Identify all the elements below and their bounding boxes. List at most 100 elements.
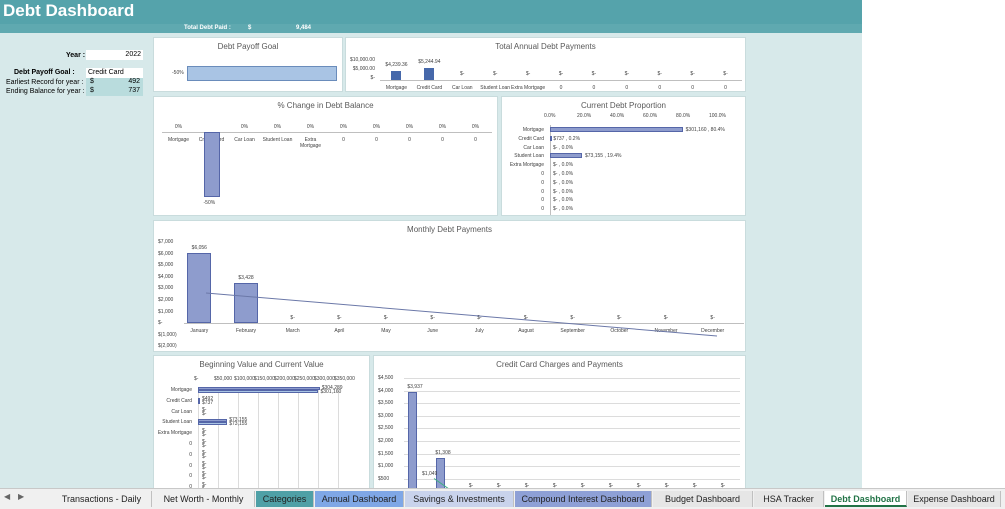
bc-grid: [298, 387, 299, 488]
prop-value-label: $- , 0.0%: [553, 171, 574, 177]
bc-begin-label: $304,289: [321, 385, 343, 391]
bc-begin-bar: [198, 419, 228, 423]
bc-begin-label: $-: [202, 439, 207, 445]
tab-savings-investments[interactable]: Savings & Investments: [405, 491, 514, 507]
pct-top-label: 0%: [240, 124, 249, 130]
prop-x-tick: 0.0%: [544, 113, 556, 119]
monthly-y-tick: $7,000: [158, 239, 174, 245]
pct-top-label: 0%: [438, 124, 447, 130]
payoff-goal-chart[interactable]: Debt Payoff Goal -50%: [153, 37, 343, 92]
begin-current-chart[interactable]: Beginning Value and Current Value $- $50,…: [153, 355, 370, 488]
annual-bar-label: $-: [492, 71, 498, 77]
monthly-y-tick: $3,000: [158, 285, 174, 292]
monthly-month: May: [381, 328, 391, 335]
bc-x-tick: $200,000: [274, 376, 295, 382]
pct-category: Extra Mortgage: [299, 137, 322, 149]
monthly-payments-chart[interactable]: Monthly Debt Payments $7,000 $6,000 $5,000…: [153, 220, 746, 352]
monthly-bar-label: $-: [477, 315, 482, 322]
tab-net-worth-monthly[interactable]: Net Worth - Monthly: [153, 491, 255, 507]
pct-top-label: 0%: [372, 124, 381, 130]
bc-category: Student Loan: [162, 419, 192, 426]
annual-bar-label: $-: [460, 71, 465, 77]
bc-category: 0: [189, 451, 192, 458]
annual-category: 0: [559, 85, 563, 91]
ending-value: 737: [128, 87, 140, 94]
pct-change-title: % Change in Debt Balance: [277, 101, 374, 110]
proportion-chart[interactable]: Current Debt Proportion 0.0% 20.0% 40.0% 60…: [501, 96, 746, 216]
bc-grid: [278, 387, 279, 488]
bc-current-label: $-: [202, 432, 207, 439]
prev-sheet-icon[interactable]: ◀: [4, 492, 11, 501]
bc-current-label: $-: [202, 475, 207, 482]
tab-compound-interest-dashboard[interactable]: Compound Interest Dashboard: [515, 491, 652, 507]
annual-axis: [380, 80, 742, 81]
tab-annual-dashboard[interactable]: Annual Dashboard: [315, 491, 404, 507]
prop-bar: [550, 127, 683, 132]
prop-value-label: $- , 0.0%: [553, 162, 574, 169]
tab-transactions-daily[interactable]: Transactions - Daily: [52, 491, 152, 507]
annual-bar: [424, 68, 435, 80]
cc-grid: [404, 453, 740, 455]
tab-budget-dashboard[interactable]: Budget Dashboard: [653, 491, 753, 507]
pct-category: Mortgage: [167, 137, 190, 143]
monthly-y-tick: $6,000: [158, 250, 174, 257]
annual-category: Student Loan: [480, 85, 511, 91]
bc-current-label: $-: [202, 464, 207, 471]
annual-category: Credit Card: [416, 85, 443, 91]
monthly-month: March: [285, 328, 300, 335]
annual-bar-label: $-: [558, 71, 564, 77]
bc-current-label: $301,160: [320, 389, 342, 395]
tab-expense-dashboard[interactable]: Expense Dashboard: [908, 491, 1001, 507]
goal-select[interactable]: Credit Card: [86, 68, 143, 78]
dashboard-sheet: Debt Dashboard Total Debt Paid : $ 9,484…: [0, 0, 862, 488]
annual-y-tick: $5,000.00: [352, 66, 375, 72]
annual-payments-chart[interactable]: Total Annual Debt Payments $10,000.00 $5,…: [345, 37, 746, 92]
prop-category: Car Loan: [523, 144, 544, 151]
annual-category: Mortgage: [385, 85, 408, 91]
next-sheet-icon[interactable]: ▶: [18, 492, 25, 501]
cc-bar-label: $1,308: [435, 450, 451, 457]
cc-bar-label: $-: [552, 483, 558, 488]
bc-category: 0: [189, 462, 192, 469]
prop-value-label: $- , 0.0%: [553, 179, 574, 186]
cc-y-tick: $1,500: [378, 450, 394, 457]
bc-category: Extra Mortgage: [157, 430, 192, 437]
bc-x-tick: $300,000: [314, 376, 335, 382]
cc-y-tick: $2,500: [378, 425, 394, 432]
pct-top-label: 0%: [339, 124, 348, 130]
tab-debt-dashboard[interactable]: Debt Dashboard: [825, 491, 907, 507]
annual-category: 0: [625, 85, 629, 91]
bc-begin-label: $73,155: [229, 417, 248, 424]
pct-top-label: 0%: [405, 124, 414, 130]
monthly-bar-label: $6,056: [191, 244, 207, 251]
cc-y-tick: $4,500: [378, 375, 394, 381]
bc-x-tick: $-: [194, 376, 199, 382]
prop-category: 0: [541, 215, 544, 216]
annual-bar-label: $-: [657, 71, 662, 77]
page-title: Debt Dashboard: [3, 1, 135, 20]
year-label: Year :: [66, 52, 86, 59]
bc-category: 0: [189, 473, 192, 480]
bc-current-label: $-: [202, 443, 207, 449]
cc-y-tick: $500: [378, 475, 390, 482]
bc-category: Car Loan: [171, 408, 192, 415]
annual-bar-label: $-: [624, 71, 630, 77]
begin-current-title: Beginning Value and Current Value: [199, 360, 324, 369]
cc-grid: [404, 415, 740, 417]
bc-current-label: $737: [202, 399, 214, 406]
tab-hsa-tracker[interactable]: HSA Tracker: [754, 491, 824, 507]
tab-categories[interactable]: Categories: [256, 491, 314, 507]
annual-bar-label: $-: [690, 71, 695, 77]
total-debt-label: Total Debt Paid :: [184, 25, 231, 31]
year-input[interactable]: 2022: [86, 50, 143, 60]
payoff-goal-bar: [187, 66, 337, 81]
prop-category: Student Loan: [514, 153, 544, 160]
bc-grid: [338, 387, 339, 488]
cc-y-tick: $3,500: [378, 400, 394, 407]
bc-current-bar: [198, 422, 228, 426]
cc-charges-chart[interactable]: Credit Card Charges and Payments $4,500 $…: [373, 355, 746, 488]
bc-begin-label: $-: [202, 428, 207, 435]
cc-bar: [408, 392, 417, 488]
pct-change-chart[interactable]: % Change in Debt Balance 0%MortgageCredi…: [153, 96, 498, 216]
bc-grid: [198, 387, 199, 488]
